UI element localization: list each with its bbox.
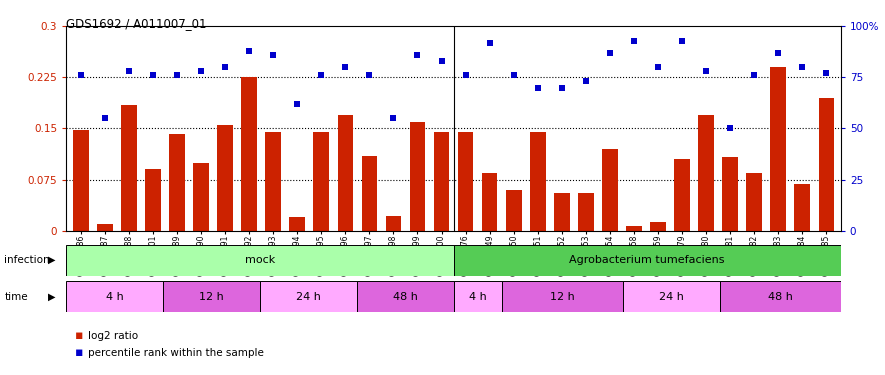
Bar [260,281,357,312]
Bar [218,125,233,231]
Bar [481,173,497,231]
Bar [362,156,377,231]
Point [290,101,304,107]
Bar [313,132,329,231]
Bar [506,190,521,231]
Point [242,48,257,54]
Point [73,72,88,78]
Point [820,70,834,76]
Bar [169,134,185,231]
Point [796,64,810,70]
Point [194,68,208,74]
Text: 24 h: 24 h [296,292,320,302]
Point [723,125,737,132]
Bar [578,193,594,231]
Text: 12 h: 12 h [550,292,575,302]
Point [435,58,449,64]
Text: time: time [4,292,28,302]
Point [97,115,112,121]
Bar [458,132,473,231]
Point [122,68,136,74]
Point [338,64,352,70]
Point [458,72,473,78]
Bar [674,159,689,231]
Text: GDS1692 / A011007_01: GDS1692 / A011007_01 [66,17,207,30]
Text: ▪: ▪ [75,346,84,359]
Bar [145,170,161,231]
Point [747,72,761,78]
Bar [66,281,163,312]
Text: log2 ratio: log2 ratio [88,331,139,340]
Bar [434,132,450,231]
Bar [502,281,623,312]
Bar [795,184,810,231]
Text: ▶: ▶ [49,255,56,265]
Point [699,68,713,74]
Bar [454,281,502,312]
Bar [454,245,841,276]
Point [170,72,184,78]
Bar [410,122,426,231]
Bar [698,115,714,231]
Bar [819,98,835,231]
Point [675,38,689,44]
Bar [163,281,260,312]
Bar [337,115,353,231]
Point [650,64,665,70]
Text: 48 h: 48 h [393,292,418,302]
Point [411,52,425,58]
Text: 4 h: 4 h [106,292,124,302]
Point [387,115,401,121]
Bar [66,245,454,276]
Bar [746,173,762,231]
Bar [193,162,209,231]
Text: 4 h: 4 h [469,292,487,302]
Point [771,50,785,56]
Text: 12 h: 12 h [199,292,224,302]
Bar [602,149,618,231]
Point [506,72,520,78]
Bar [650,222,666,231]
Text: percentile rank within the sample: percentile rank within the sample [88,348,265,357]
Point [218,64,232,70]
Text: ▪: ▪ [75,329,84,342]
Point [314,72,328,78]
Text: infection: infection [4,255,50,265]
Point [482,40,496,46]
Point [579,78,593,84]
Bar [73,130,89,231]
Bar [722,157,738,231]
Point [555,85,569,91]
Bar [386,216,401,231]
Point [362,72,376,78]
Bar [266,132,281,231]
Bar [554,193,570,231]
Point [146,72,160,78]
Point [603,50,617,56]
Bar [530,132,545,231]
Text: 48 h: 48 h [768,292,793,302]
Point [266,52,281,58]
Point [531,85,545,91]
Bar [289,217,305,231]
Text: 24 h: 24 h [659,292,684,302]
Text: ▶: ▶ [49,292,56,302]
Point [627,38,641,44]
Bar [97,224,112,231]
Text: Agrobacterium tumefaciens: Agrobacterium tumefaciens [569,255,725,265]
Bar [242,76,257,231]
Text: mock: mock [245,255,275,265]
Bar [357,281,454,312]
Bar [121,105,136,231]
Bar [623,281,720,312]
Bar [771,67,786,231]
Bar [626,226,642,231]
Bar [720,281,841,312]
